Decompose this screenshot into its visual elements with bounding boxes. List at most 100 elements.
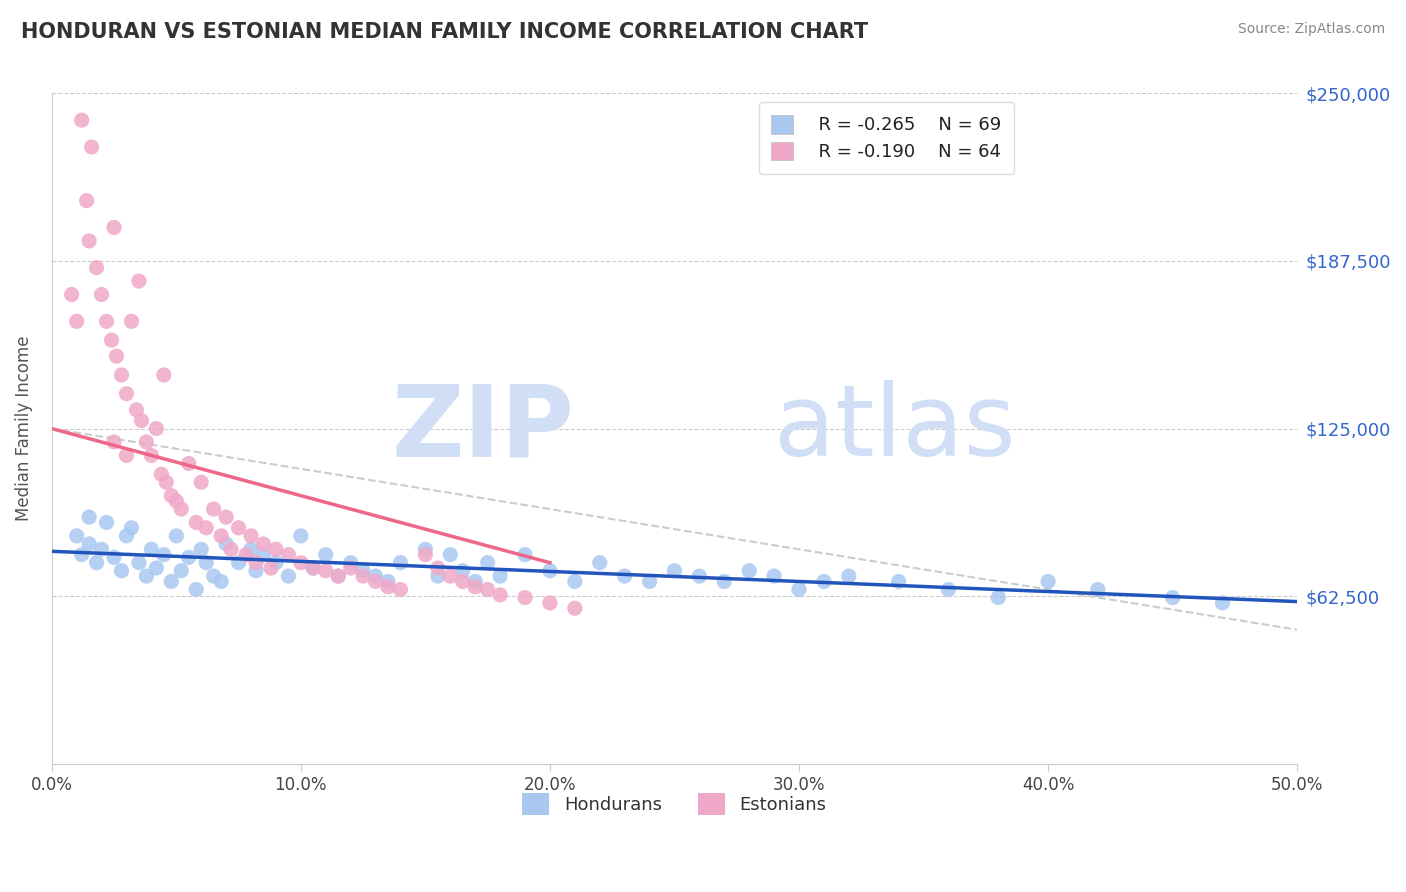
- Point: [195, 556, 218, 570]
- Text: atlas: atlas: [775, 380, 1015, 477]
- Point: [315, 548, 337, 562]
- Point: [160, 489, 183, 503]
- Point: [103, 550, 125, 565]
- Point: [77, 537, 100, 551]
- Point: [190, 542, 212, 557]
- Point: [240, 542, 263, 557]
- Point: [215, 510, 238, 524]
- Point: [186, 516, 208, 530]
- Point: [76, 194, 98, 208]
- Point: [489, 569, 512, 583]
- Point: [315, 564, 337, 578]
- Point: [105, 349, 128, 363]
- Point: [364, 569, 387, 583]
- Point: [240, 529, 263, 543]
- Point: [141, 449, 163, 463]
- Point: [838, 569, 860, 583]
- Point: [713, 574, 735, 589]
- Point: [564, 574, 586, 589]
- Point: [215, 537, 238, 551]
- Point: [150, 467, 173, 482]
- Point: [426, 561, 449, 575]
- Point: [477, 556, 499, 570]
- Point: [115, 529, 138, 543]
- Point: [86, 556, 108, 570]
- Point: [364, 574, 387, 589]
- Point: [186, 582, 208, 597]
- Point: [277, 548, 299, 562]
- Point: [120, 314, 142, 328]
- Point: [264, 542, 287, 557]
- Point: [290, 529, 312, 543]
- Point: [125, 402, 148, 417]
- Point: [100, 333, 122, 347]
- Point: [1161, 591, 1184, 605]
- Point: [389, 582, 412, 597]
- Point: [302, 561, 325, 575]
- Point: [564, 601, 586, 615]
- Point: [170, 564, 193, 578]
- Point: [252, 537, 274, 551]
- Point: [103, 220, 125, 235]
- Legend: Hondurans, Estonians: Hondurans, Estonians: [515, 785, 834, 822]
- Point: [302, 561, 325, 575]
- Point: [938, 582, 960, 597]
- Point: [96, 314, 118, 328]
- Point: [153, 548, 176, 562]
- Point: [120, 521, 142, 535]
- Point: [90, 542, 112, 557]
- Point: [70, 548, 93, 562]
- Point: [328, 569, 350, 583]
- Point: [245, 556, 267, 570]
- Point: [66, 529, 89, 543]
- Point: [538, 564, 561, 578]
- Point: [131, 413, 153, 427]
- Point: [103, 435, 125, 450]
- Point: [787, 582, 810, 597]
- Point: [115, 449, 138, 463]
- Point: [228, 556, 250, 570]
- Point: [613, 569, 636, 583]
- Point: [451, 564, 474, 578]
- Point: [245, 564, 267, 578]
- Point: [70, 113, 93, 128]
- Point: [135, 569, 157, 583]
- Text: Source: ZipAtlas.com: Source: ZipAtlas.com: [1237, 22, 1385, 37]
- Point: [80, 140, 103, 154]
- Point: [96, 516, 118, 530]
- Point: [115, 386, 138, 401]
- Point: [339, 556, 361, 570]
- Y-axis label: Median Family Income: Median Family Income: [15, 336, 32, 521]
- Point: [209, 574, 232, 589]
- Point: [252, 548, 274, 562]
- Point: [738, 564, 761, 578]
- Point: [339, 561, 361, 575]
- Point: [538, 596, 561, 610]
- Point: [66, 314, 89, 328]
- Point: [477, 582, 499, 597]
- Point: [328, 569, 350, 583]
- Point: [688, 569, 710, 583]
- Point: [290, 556, 312, 570]
- Point: [1036, 574, 1059, 589]
- Point: [60, 287, 83, 301]
- Point: [141, 542, 163, 557]
- Point: [128, 556, 150, 570]
- Point: [415, 548, 437, 562]
- Point: [90, 287, 112, 301]
- Point: [235, 548, 257, 562]
- Point: [155, 475, 177, 490]
- Point: [165, 529, 187, 543]
- Point: [377, 574, 399, 589]
- Point: [987, 591, 1010, 605]
- Point: [1087, 582, 1109, 597]
- Point: [135, 435, 157, 450]
- Point: [638, 574, 661, 589]
- Point: [426, 569, 449, 583]
- Point: [165, 494, 187, 508]
- Point: [177, 550, 200, 565]
- Point: [415, 542, 437, 557]
- Point: [664, 564, 686, 578]
- Point: [110, 564, 132, 578]
- Point: [160, 574, 183, 589]
